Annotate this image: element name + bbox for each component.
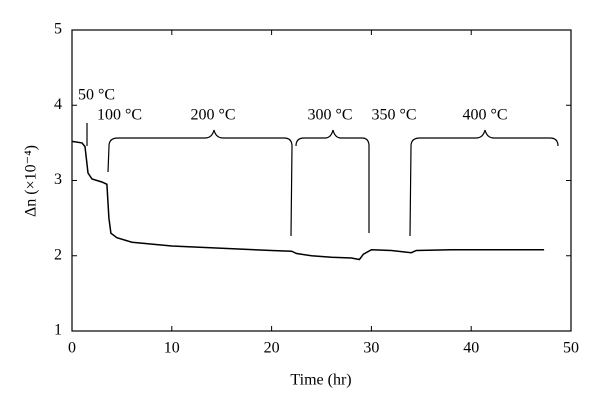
y-tick-label: 1: [54, 322, 62, 339]
y-axis-label: Δn (×10⁻⁴): [23, 145, 40, 217]
x-tick-label: 10: [164, 340, 180, 357]
temperature-label: 300 °C: [307, 107, 352, 124]
y-tick-label: 4: [54, 96, 62, 113]
temperature-label: 50 °C: [78, 87, 115, 104]
y-tick-label: 5: [54, 21, 62, 38]
x-tick-label: 30: [363, 340, 379, 357]
x-tick-label: 0: [68, 340, 76, 357]
x-tick-label: 20: [264, 340, 280, 357]
y-tick-label: 3: [54, 171, 62, 188]
x-tick-label: 50: [563, 340, 579, 357]
data-line: [71, 140, 545, 261]
temperature-label: 350 °C: [371, 107, 416, 124]
temperature-label: 200 °C: [190, 107, 235, 124]
x-axis-label: Time (hr): [290, 372, 351, 389]
y-tick-label: 2: [54, 246, 62, 263]
plot-frame: [71, 29, 572, 332]
temperature-label: 400 °C: [462, 107, 507, 124]
temperature-label: 100 °C: [97, 107, 142, 124]
x-tick-label: 40: [463, 340, 479, 357]
annotation-markers: [86, 123, 559, 237]
